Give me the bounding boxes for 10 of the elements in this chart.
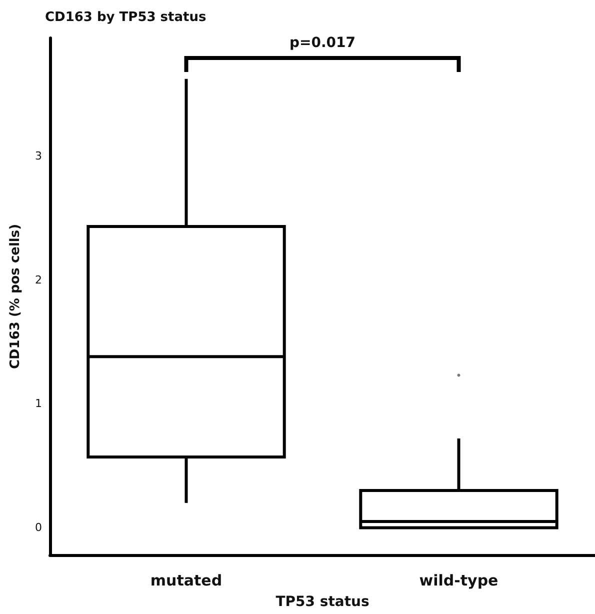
annotation: p=0.017 xyxy=(289,35,356,51)
x-axis-title: TP53 status xyxy=(276,594,370,610)
y-tick-label: 3 xyxy=(35,149,42,162)
y-tick-label: 2 xyxy=(35,273,42,286)
y-tick-label: 1 xyxy=(35,397,42,410)
x-tick-label: wild-type xyxy=(419,572,498,590)
x-tick-label: mutated xyxy=(150,572,222,590)
y-tick-label: 0 xyxy=(35,521,42,534)
chart-title: CD163 by TP53 status xyxy=(45,10,207,25)
y-axis-title: CD163 (% pos cells) xyxy=(8,224,23,370)
